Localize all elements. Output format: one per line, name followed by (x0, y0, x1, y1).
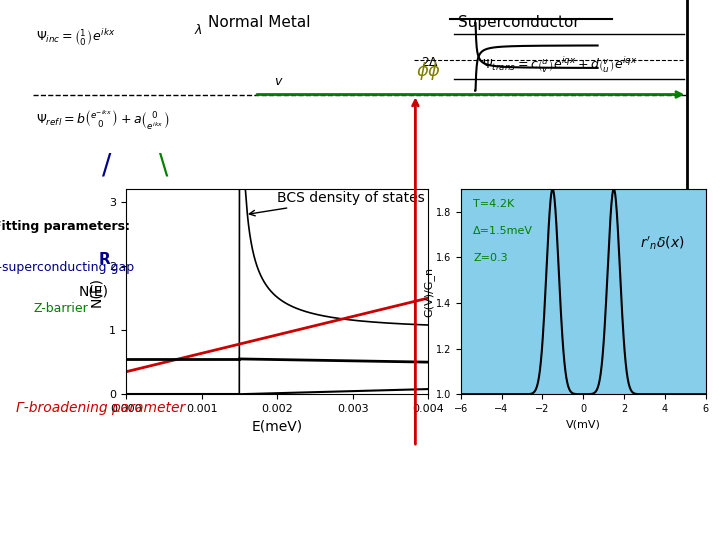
Text: R: R (99, 252, 110, 267)
Text: T=4.2K: T=4.2K (473, 199, 514, 210)
Text: Normal Metal: Normal Metal (208, 15, 310, 30)
Text: $\phi\phi$: $\phi\phi$ (416, 59, 441, 82)
Text: Γ-broadening parameter: Γ-broadening parameter (16, 401, 186, 415)
Text: $\lambda$: $\lambda$ (194, 23, 203, 37)
X-axis label: E(meV): E(meV) (251, 420, 303, 434)
Text: Δ-superconducting gap: Δ-superconducting gap (0, 261, 134, 274)
X-axis label: V(mV): V(mV) (566, 420, 600, 429)
Text: Z=0.3: Z=0.3 (473, 253, 508, 262)
Y-axis label: G(V)/G_n: G(V)/G_n (423, 267, 434, 316)
Text: $\Psi_{inc}=\binom{1}{0}e^{ikx}$: $\Psi_{inc}=\binom{1}{0}e^{ikx}$ (36, 28, 115, 48)
Text: $r'_n\delta(x)$: $r'_n\delta(x)$ (640, 234, 685, 252)
Text: $\Psi_{trans}=c\binom{u}{v}e^{iqx}+d\binom{v}{u}e^{iqx}$: $\Psi_{trans}=c\binom{u}{v}e^{iqx}+d\bin… (482, 56, 638, 75)
Text: $v$: $v$ (274, 75, 283, 88)
Text: N(E): N(E) (78, 285, 109, 299)
Text: Z-barrier: Z-barrier (34, 302, 89, 315)
Text: Superconductor: Superconductor (457, 15, 580, 30)
Text: $\Psi_{refl}=b\binom{e^{-ikx}}{0}+a\binom{0}{e^{ikx}}$: $\Psi_{refl}=b\binom{e^{-ikx}}{0}+a\bino… (36, 108, 170, 132)
Text: 2Δ: 2Δ (421, 56, 438, 69)
Text: Fitting parameters:: Fitting parameters: (0, 220, 130, 233)
Text: Δ=1.5meV: Δ=1.5meV (473, 226, 533, 236)
Y-axis label: N(E): N(E) (89, 276, 104, 307)
Text: $/$: $/$ (101, 152, 112, 180)
Text: $\backslash$: $\backslash$ (158, 152, 170, 180)
Text: BCS density of states: BCS density of states (249, 191, 425, 216)
